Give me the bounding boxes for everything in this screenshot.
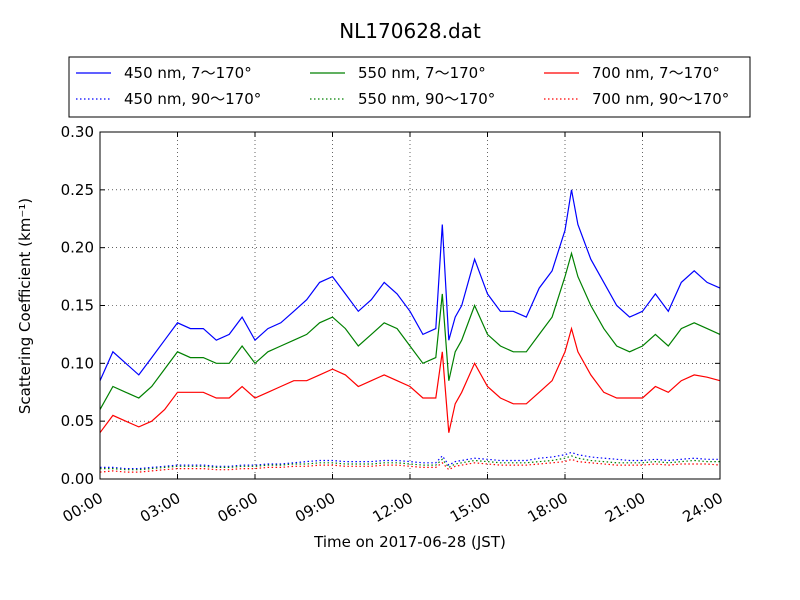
series-line-1	[99, 189, 721, 381]
y-tick-label: 0.25	[61, 181, 94, 199]
y-axis: 0.00 0.05 0.10 0.15 0.20 0.25 0.30	[61, 123, 720, 488]
y-axis-label: Scattering Coefficient (km⁻¹)	[16, 198, 34, 414]
legend-label: 550 nm, 7～170°	[358, 64, 486, 82]
series-line-3	[99, 326, 721, 434]
legend-label: 700 nm, 90～170°	[592, 90, 729, 108]
series-layer	[99, 189, 721, 473]
chart-title: NL170628.dat	[339, 19, 481, 43]
legend-label: 700 nm, 7～170°	[592, 64, 720, 82]
legend-items: 450 nm, 7～170° 550 nm, 7～170° 700 nm, 7～17…	[76, 64, 729, 108]
legend-label: 450 nm, 90～170°	[124, 90, 261, 108]
y-tick-label: 0.15	[61, 297, 94, 315]
legend-label: 450 nm, 7～170°	[124, 64, 252, 82]
y-tick-label: 0.10	[61, 354, 94, 372]
x-axis-label: Time on 2017-06-28 (JST)	[313, 533, 506, 551]
legend: 450 nm, 7～170° 550 nm, 7～170° 700 nm, 7～17…	[68, 56, 751, 118]
y-tick-label: 0.20	[61, 239, 94, 257]
y-tick-label: 0.30	[61, 123, 94, 141]
legend-label: 550 nm, 90～170°	[358, 90, 495, 108]
y-tick-label: 0.00	[61, 470, 94, 488]
y-tick-label: 0.05	[61, 412, 94, 430]
legend-box	[68, 56, 751, 118]
series-line-2	[99, 251, 721, 410]
